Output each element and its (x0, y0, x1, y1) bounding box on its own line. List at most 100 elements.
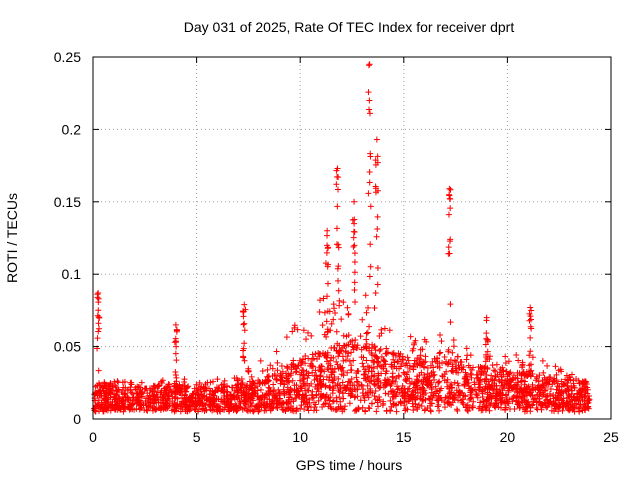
data-point (358, 382, 365, 389)
data-point (300, 367, 307, 374)
data-point (387, 382, 394, 389)
data-point (513, 397, 520, 404)
data-point (450, 336, 457, 343)
data-point (284, 363, 291, 370)
data-point (340, 357, 347, 364)
data-point (125, 403, 132, 410)
data-point (137, 405, 144, 412)
data-point (565, 386, 572, 393)
data-point (420, 378, 427, 385)
data-point (169, 393, 176, 400)
data-point (184, 405, 191, 412)
data-point (499, 392, 506, 399)
data-point (121, 378, 128, 385)
data-point (366, 110, 373, 117)
data-point (420, 363, 427, 370)
data-point (256, 400, 263, 407)
data-point (527, 408, 534, 415)
data-point (199, 401, 206, 408)
data-point (404, 368, 411, 375)
data-point (453, 358, 460, 365)
data-point (544, 376, 551, 383)
data-point (360, 363, 367, 370)
data-point (302, 336, 309, 343)
data-point (360, 354, 367, 361)
data-point (193, 381, 200, 388)
data-point (181, 378, 188, 385)
data-point (472, 386, 479, 393)
data-point (322, 400, 329, 407)
data-point (273, 348, 280, 355)
data-point (265, 377, 272, 384)
data-point (373, 136, 380, 143)
data-point (233, 408, 240, 415)
data-point (455, 390, 462, 397)
data-point (553, 371, 560, 378)
data-point (312, 367, 319, 374)
data-point (544, 362, 551, 369)
data-point (350, 228, 357, 235)
data-point (486, 353, 493, 360)
data-point (170, 388, 177, 395)
data-point (474, 392, 481, 399)
data-point (259, 367, 266, 374)
data-point (322, 393, 329, 400)
data-point (448, 381, 455, 388)
data-point (374, 153, 381, 160)
data-point (274, 367, 281, 374)
data-point (293, 389, 300, 396)
data-point (196, 379, 203, 386)
data-point (464, 380, 471, 387)
data-point (336, 394, 343, 401)
data-point (456, 388, 463, 395)
data-point (390, 401, 397, 408)
data-point (321, 368, 328, 375)
data-point (398, 360, 405, 367)
data-point (358, 346, 365, 353)
data-point (359, 360, 366, 367)
data-point (265, 391, 272, 398)
data-point (426, 377, 433, 384)
data-point (351, 394, 358, 401)
data-point (234, 381, 241, 388)
data-point (323, 373, 330, 380)
data-point (326, 401, 333, 408)
data-point (292, 369, 299, 376)
data-point (453, 369, 460, 376)
data-point (453, 365, 460, 372)
data-point (454, 353, 461, 360)
data-point (138, 379, 145, 386)
data-point (445, 360, 452, 367)
data-point (318, 384, 325, 391)
data-point (221, 377, 228, 384)
data-point (318, 363, 325, 370)
data-point (463, 345, 470, 352)
data-point (296, 377, 303, 384)
data-point (419, 396, 426, 403)
data-point (496, 378, 503, 385)
data-point (570, 405, 577, 412)
data-point (415, 401, 422, 408)
data-point (95, 397, 102, 404)
data-point (156, 404, 163, 411)
data-point (518, 384, 525, 391)
data-point (410, 363, 417, 370)
data-point (351, 258, 358, 265)
data-point (483, 314, 490, 321)
data-point (130, 394, 137, 401)
data-point (331, 344, 338, 351)
data-point (508, 377, 515, 384)
data-point (429, 358, 436, 365)
data-point (313, 407, 320, 414)
data-point (382, 350, 389, 357)
data-point (172, 368, 179, 375)
data-point (273, 404, 280, 411)
data-point (334, 406, 341, 413)
data-point (374, 213, 381, 220)
data-point (489, 362, 496, 369)
data-point (513, 352, 520, 359)
data-point (351, 287, 358, 294)
data-point (112, 395, 119, 402)
data-point (259, 393, 266, 400)
data-point (447, 186, 454, 193)
